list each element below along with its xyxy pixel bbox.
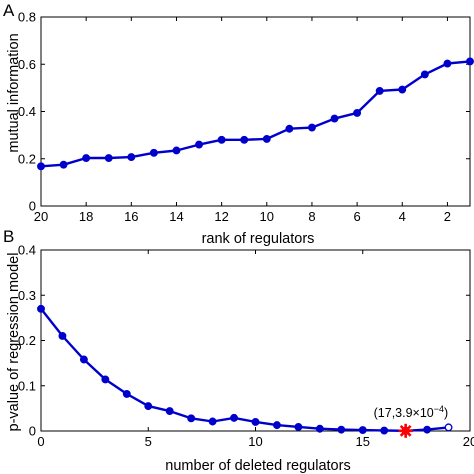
annotation-label: (17,3.9×10−4) [374,404,449,420]
y-tick-label: 0 [29,199,36,214]
y-tick-label: 0.6 [18,57,36,72]
data-point [420,70,429,79]
x-tick-label: 12 [214,209,228,224]
panel-a-label: A [3,1,15,20]
x-tick-label: 6 [353,209,360,224]
data-point [240,135,249,144]
x-tick-label: 8 [308,209,315,224]
data-point [37,162,45,171]
y-tick-label: 0.2 [18,333,36,348]
panel-b-xlabel: number of deleted regulators [165,458,350,474]
highlight-star-marker [398,423,413,438]
y-tick-label: 0.4 [18,104,36,119]
x-tick-label: 18 [79,209,93,224]
series-line [40,60,471,168]
star-stroke [399,424,412,437]
data-point [144,402,153,411]
x-tick-label: 20 [34,209,48,224]
data-point [149,148,158,157]
data-point [104,154,113,162]
data-point [59,160,68,169]
data-point [165,407,174,416]
panel-b-chart: 0 5 10 15 20 0 0.1 0.2 0.3 0.4 (17,3.9×10−4) [18,243,474,450]
data-point [187,414,196,423]
data-point [172,146,181,155]
data-point [195,140,204,149]
data-point [337,425,346,434]
data-point [423,425,432,434]
panel-a-chart: 20 18 16 14 12 10 8 6 4 200.20.40.60.8 [18,10,474,224]
data-point [82,154,91,162]
data-point [294,422,303,431]
data-point [273,421,281,430]
data-point [230,413,238,422]
data-point [375,86,384,95]
data-point [208,417,217,426]
data-point [466,57,474,66]
x-tick-label: 2 [444,209,451,224]
data-point [79,355,88,364]
x-tick-label: 16 [124,209,138,224]
data-point [443,59,452,68]
panel-a-ylabel: mutual information [6,33,22,152]
y-tick-label: 0.3 [18,288,36,303]
data-point [330,114,339,123]
data-point [358,426,367,435]
panel-a-xlabel: rank of regulators [202,231,315,247]
plot-frame [40,249,471,432]
data-point [380,426,389,435]
data-point [58,332,67,340]
data-point [285,124,294,133]
data-point [444,423,453,432]
x-tick-label: 10 [260,209,274,224]
data-point [307,123,316,132]
panel-b-ylabel: p-value of regression model [6,253,22,432]
y-tick-label: 0 [29,424,36,439]
x-tick-label: 4 [399,209,406,224]
y-tick-label: 0.8 [18,10,36,25]
data-point [127,153,136,162]
plot-frame [40,16,471,207]
data-point [398,85,407,94]
y-tick-label: 0.1 [18,378,36,393]
data-point [353,108,362,117]
data-point [217,135,226,144]
y-tick-label: 0.2 [18,151,36,166]
x-tick-label: 10 [248,434,262,449]
x-tick-label: 0 [37,434,44,449]
data-point [251,418,260,426]
data-point [101,375,110,384]
x-tick-label: 14 [169,209,183,224]
x-tick-label: 15 [356,434,370,449]
x-tick-label: 20 [463,434,474,449]
x-tick-label: 5 [145,434,152,449]
data-point [37,304,45,313]
data-point [262,134,271,143]
y-tick-label: 0.4 [18,243,36,258]
data-point [122,389,131,398]
panel-b-label: B [3,227,14,246]
data-point [315,424,324,433]
